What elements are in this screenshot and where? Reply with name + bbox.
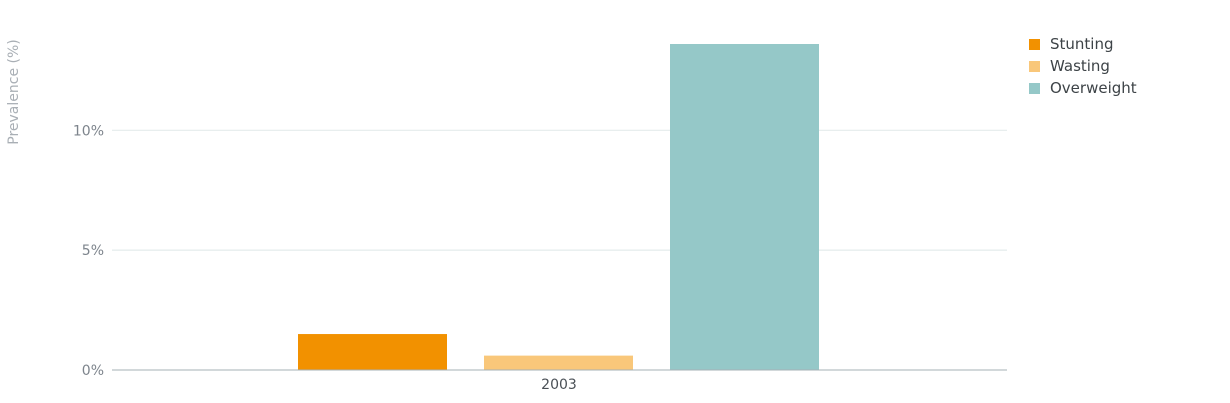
bar-stunting[interactable] xyxy=(298,334,447,370)
legend-swatch-overweight xyxy=(1029,82,1040,94)
y-tick-label: 5% xyxy=(82,243,104,259)
legend-label-overweight: Overweight xyxy=(1050,79,1137,97)
legend-swatch-wasting xyxy=(1029,60,1040,72)
bar-overweight[interactable] xyxy=(670,44,819,370)
x-tick-label: 2003 xyxy=(541,377,577,393)
legend-item-wasting[interactable]: Wasting xyxy=(1029,55,1137,77)
y-tick-label: 10% xyxy=(73,123,104,139)
legend-label-stunting: Stunting xyxy=(1050,35,1114,53)
bar-wasting[interactable] xyxy=(484,355,633,370)
legend-item-stunting[interactable]: Stunting xyxy=(1029,33,1137,55)
legend: Stunting Wasting Overweight xyxy=(1029,33,1137,99)
y-tick-label: 0% xyxy=(82,363,104,379)
legend-item-overweight[interactable]: Overweight xyxy=(1029,77,1137,99)
y-axis-label: Prevalence (%) xyxy=(6,39,22,145)
legend-swatch-stunting xyxy=(1029,38,1040,50)
legend-label-wasting: Wasting xyxy=(1050,57,1110,75)
